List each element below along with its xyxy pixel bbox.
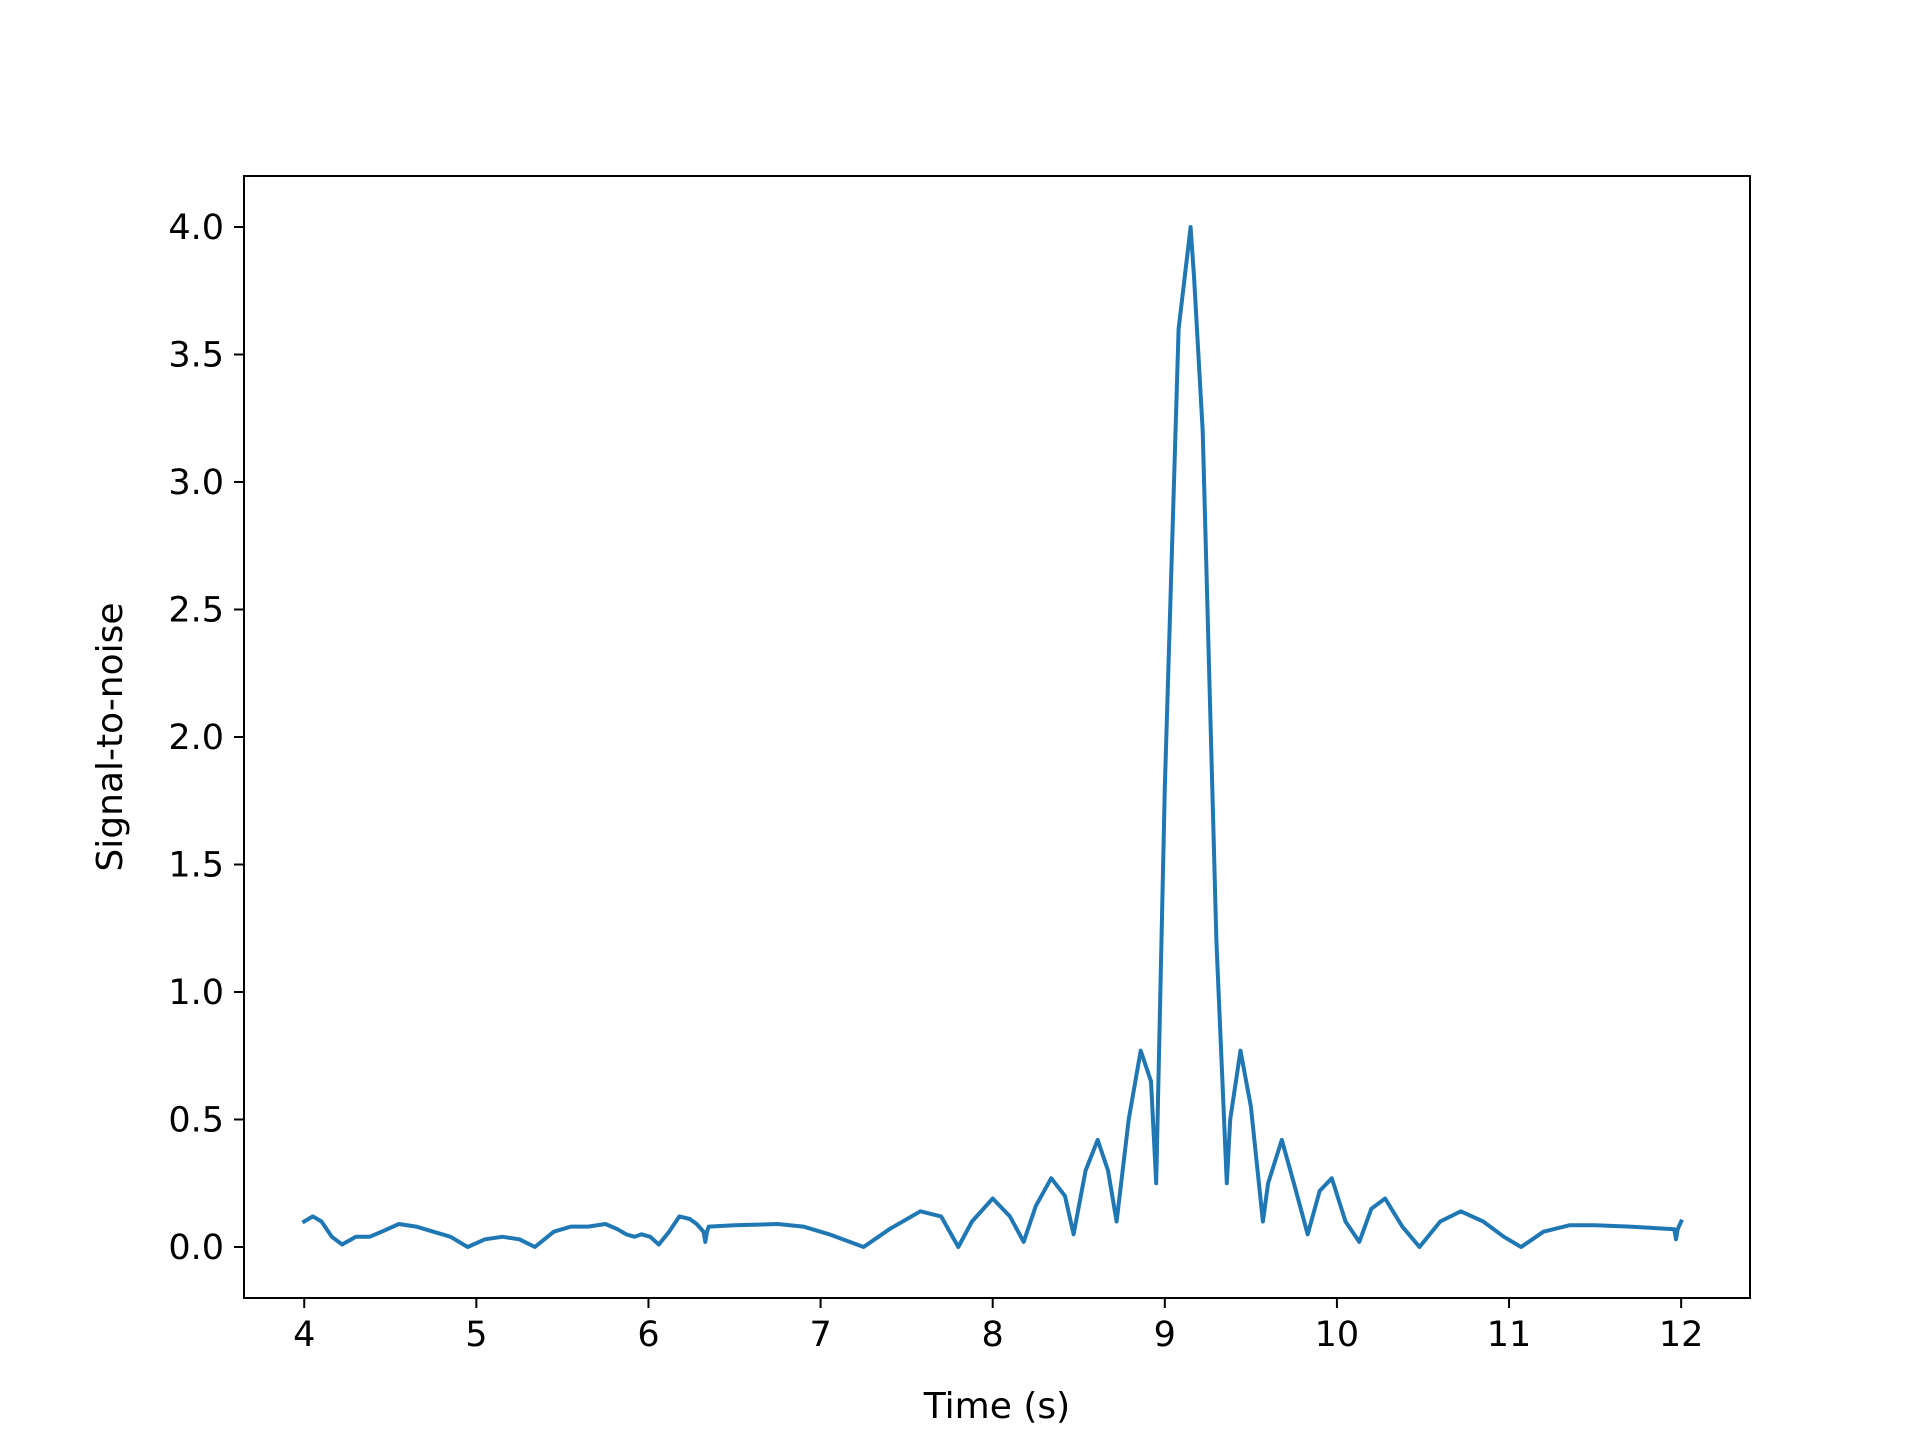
x-tick-label: 7 bbox=[809, 1315, 831, 1355]
y-tick-label: 3.0 bbox=[168, 463, 224, 503]
x-tick-label: 10 bbox=[1315, 1315, 1360, 1355]
x-axis-label: Time (s) bbox=[923, 1386, 1070, 1427]
x-tick-label: 6 bbox=[637, 1315, 659, 1355]
x-tick-label: 4 bbox=[293, 1315, 315, 1355]
y-axis-label: Signal-to-noise bbox=[90, 602, 131, 871]
y-axis: 0.0 0.5 1.0 1.5 2.0 2.5 3.0 3.5 4.0 bbox=[168, 208, 244, 1268]
y-tick-label: 2.5 bbox=[168, 591, 224, 631]
x-tick-label: 12 bbox=[1659, 1315, 1704, 1355]
y-tick-label: 2.0 bbox=[168, 718, 224, 758]
x-tick-label: 5 bbox=[465, 1315, 487, 1355]
x-tick-label: 11 bbox=[1487, 1315, 1532, 1355]
x-tick-label: 8 bbox=[982, 1315, 1004, 1355]
x-axis: 4 5 6 7 8 9 10 11 12 bbox=[293, 1298, 1703, 1355]
y-tick-label: 1.0 bbox=[168, 973, 224, 1013]
y-tick-label: 3.5 bbox=[168, 336, 224, 376]
y-tick-label: 4.0 bbox=[168, 208, 224, 248]
y-tick-label: 0.0 bbox=[168, 1228, 224, 1268]
axes-frame bbox=[243, 175, 1751, 1299]
y-tick-label: 1.5 bbox=[168, 846, 224, 886]
x-tick-label: 9 bbox=[1154, 1315, 1176, 1355]
series-line bbox=[301, 225, 1684, 1249]
y-tick-label: 0.5 bbox=[168, 1101, 224, 1141]
plot-area bbox=[301, 225, 1684, 1249]
